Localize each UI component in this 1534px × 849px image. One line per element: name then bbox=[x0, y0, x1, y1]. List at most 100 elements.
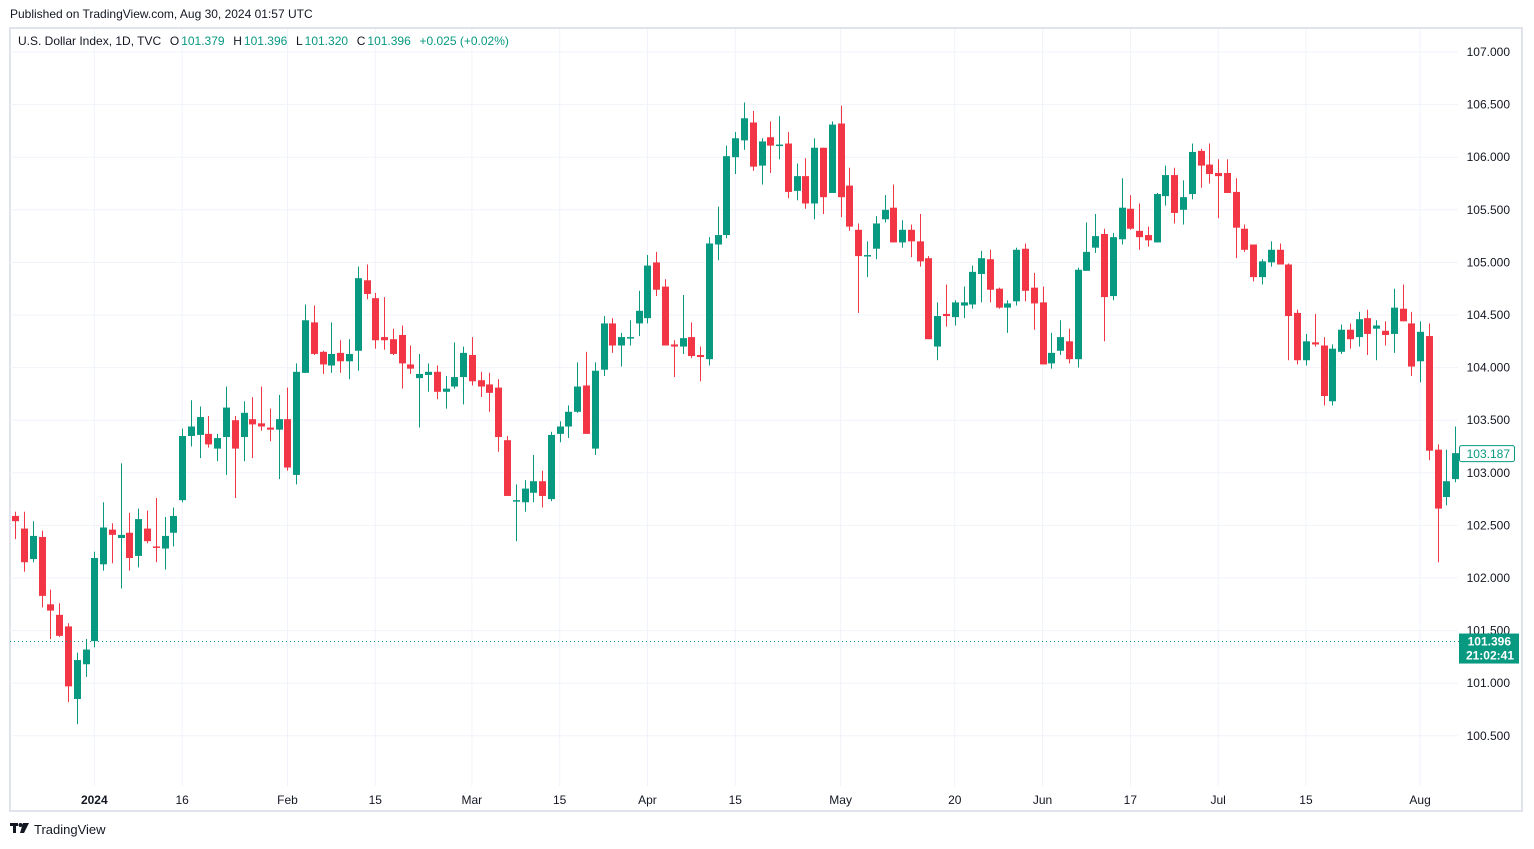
price-tick-label: 106.500 bbox=[1467, 98, 1511, 112]
candle-body bbox=[1040, 302, 1047, 365]
candle-wick bbox=[384, 297, 385, 350]
price-axis: 107.000 106.500 106.000 105.500 105.000 104.5… bbox=[1467, 45, 1511, 743]
time-tick-label: 15 bbox=[1299, 793, 1313, 807]
time-axis: 2024 16 Feb 15 Mar 15 Apr 15 May 20 Jun 17 Jul 15 Aug bbox=[81, 793, 1431, 807]
candle-body bbox=[644, 265, 651, 319]
candle-wick bbox=[1376, 320, 1377, 361]
candle-body bbox=[688, 337, 695, 357]
current-price-tag bbox=[1459, 445, 1515, 463]
candle-body bbox=[188, 426, 195, 436]
candle-wick bbox=[156, 498, 157, 563]
candle-up bbox=[1443, 449, 1450, 506]
candle-body bbox=[39, 536, 46, 596]
candle-body bbox=[601, 323, 608, 370]
candle-body bbox=[820, 147, 827, 198]
candle-body bbox=[908, 229, 915, 242]
candle-body bbox=[486, 384, 493, 393]
candle-body bbox=[258, 423, 265, 427]
candle-wick bbox=[15, 511, 16, 540]
candle-down bbox=[925, 256, 932, 340]
candle-up bbox=[179, 428, 186, 503]
candle-down bbox=[996, 287, 1003, 309]
candle-up bbox=[91, 551, 98, 648]
candle-body bbox=[987, 259, 994, 290]
candle-body bbox=[416, 373, 423, 379]
candle-down bbox=[1277, 243, 1284, 265]
candle-wick bbox=[1095, 214, 1096, 253]
candle-body bbox=[407, 364, 414, 369]
candle-up bbox=[565, 405, 572, 439]
candle-up bbox=[1373, 320, 1380, 361]
candle-body bbox=[662, 286, 669, 346]
candle-body bbox=[917, 241, 924, 262]
candle-up bbox=[83, 639, 90, 677]
candle-wick bbox=[270, 408, 271, 442]
candle-body bbox=[706, 243, 713, 360]
candle-body bbox=[1075, 269, 1082, 360]
chart-frame bbox=[9, 27, 1523, 812]
candle-wick bbox=[191, 400, 192, 447]
candle-down bbox=[407, 345, 414, 374]
candle-down bbox=[478, 371, 485, 398]
candle-body bbox=[1452, 453, 1459, 480]
candle-body bbox=[969, 271, 976, 305]
price-tick-label: 102.500 bbox=[1467, 518, 1511, 532]
candle-body bbox=[83, 649, 90, 665]
candle-wick bbox=[946, 284, 947, 327]
candle-down bbox=[1294, 309, 1301, 365]
candle-body bbox=[302, 320, 309, 373]
candle-up bbox=[741, 102, 748, 150]
candle-body bbox=[846, 185, 853, 227]
close-value: 101.396 bbox=[367, 34, 411, 48]
candle-body bbox=[170, 515, 177, 533]
price-tick-label: 105.000 bbox=[1467, 255, 1511, 269]
symbol-name: U.S. Dollar Index, 1D, TVC bbox=[18, 34, 162, 48]
candle-wick bbox=[630, 320, 631, 346]
candle-wick bbox=[981, 250, 982, 303]
candle-body bbox=[504, 440, 511, 496]
candle-down bbox=[1066, 328, 1073, 364]
candle-wick bbox=[261, 386, 262, 431]
candle-body bbox=[214, 438, 221, 449]
candle-body bbox=[434, 371, 441, 392]
tradingview-brand[interactable]: TradingView bbox=[10, 822, 106, 837]
candle-down bbox=[1241, 224, 1248, 252]
candle-body bbox=[1206, 164, 1213, 175]
candle-body bbox=[1356, 319, 1363, 338]
candle-wick bbox=[50, 589, 51, 640]
candle-down bbox=[1224, 159, 1231, 193]
current-price-label: 103.187 bbox=[1467, 447, 1511, 461]
candle-wick bbox=[867, 241, 868, 278]
candle-down bbox=[1408, 311, 1415, 377]
candle-body bbox=[697, 354, 704, 358]
candle-wick bbox=[1403, 284, 1404, 322]
candle-up bbox=[416, 353, 423, 428]
candle-up bbox=[118, 463, 125, 589]
candle-down bbox=[1426, 323, 1433, 461]
candle-up bbox=[636, 290, 643, 337]
candle-up bbox=[1417, 321, 1424, 383]
candle-wick bbox=[1139, 203, 1140, 250]
candle-up bbox=[214, 433, 221, 462]
candle-body bbox=[574, 386, 581, 412]
candle-body bbox=[249, 419, 256, 425]
candle-down bbox=[504, 435, 511, 496]
candle-body bbox=[1312, 342, 1319, 345]
candle-body bbox=[539, 481, 546, 496]
candle-body bbox=[1180, 197, 1187, 210]
candle-wick bbox=[700, 346, 701, 382]
candle-wick bbox=[410, 345, 411, 374]
candle-down bbox=[372, 292, 379, 349]
candle-up bbox=[188, 400, 195, 447]
candle-body bbox=[1259, 261, 1266, 278]
candle-body bbox=[1215, 172, 1222, 177]
close-label: C bbox=[356, 34, 366, 48]
candle-body bbox=[723, 156, 730, 236]
candle-down bbox=[390, 328, 397, 355]
candle-body bbox=[759, 141, 766, 166]
candle-body bbox=[425, 371, 432, 375]
candle-down bbox=[1031, 272, 1038, 330]
candle-down bbox=[205, 415, 212, 448]
candle-up bbox=[776, 116, 783, 160]
